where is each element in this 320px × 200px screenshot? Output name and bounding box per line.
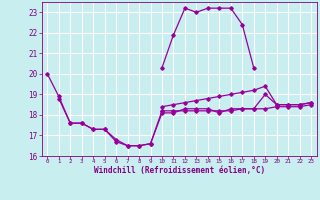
X-axis label: Windchill (Refroidissement éolien,°C): Windchill (Refroidissement éolien,°C) bbox=[94, 166, 265, 175]
